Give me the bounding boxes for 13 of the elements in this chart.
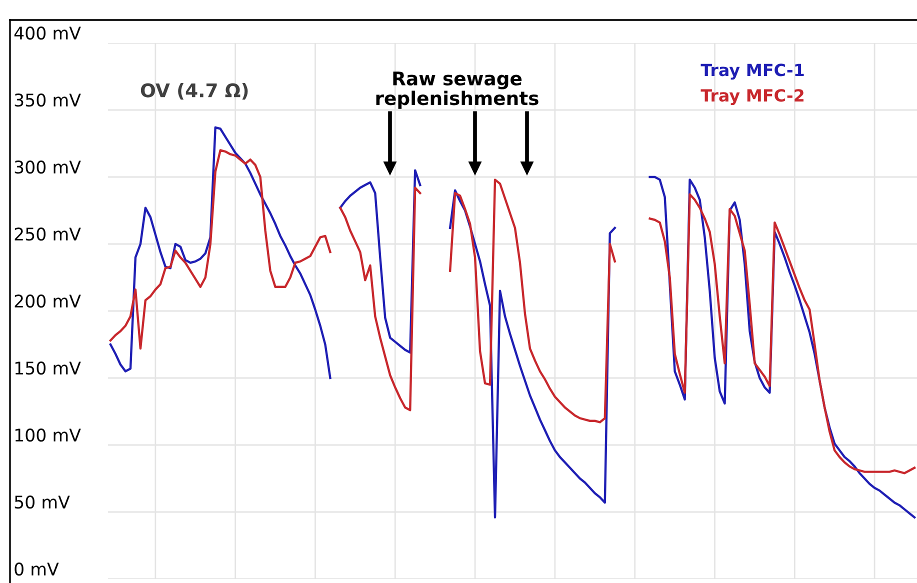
y-tick-label: 200 mV bbox=[14, 294, 81, 308]
y-tick-label: 150 mV bbox=[15, 362, 81, 375]
y-tick-label: 0 mV bbox=[14, 562, 59, 576]
y-tick-label: 350 mV bbox=[14, 94, 81, 107]
annotation: OV (4.7 Ω) bbox=[140, 82, 248, 100]
text: Tray MFC-1 bbox=[700, 64, 804, 80]
y-tick-label: 250 mV bbox=[14, 228, 81, 241]
y-tick-label: 400 mV bbox=[14, 26, 81, 40]
y-tick-label: 100 mV bbox=[15, 428, 81, 442]
y-tick-label: 300 mV bbox=[14, 160, 81, 174]
y-tick-label: 50 mV bbox=[14, 496, 70, 509]
annotation: Raw sewage replenishments bbox=[376, 72, 538, 109]
text: Tray MFC-2 bbox=[700, 89, 804, 106]
